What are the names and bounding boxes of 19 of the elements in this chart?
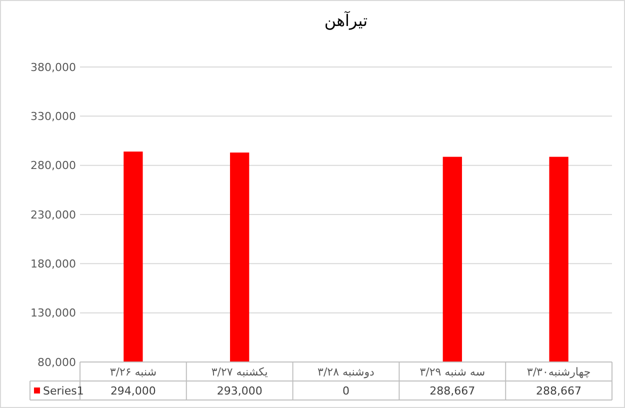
data-label: 293,000: [216, 384, 262, 398]
data-label: 294,000: [110, 384, 156, 398]
data-label: 288,667: [536, 384, 582, 398]
y-tick-label: 180,000: [30, 258, 76, 271]
chart-title: تیرآهن: [324, 10, 368, 30]
y-tick-label: 130,000: [30, 306, 76, 320]
x-tick-label: چهارشنبه۳/۳۰: [526, 365, 591, 378]
x-tick-label: یکشنبه ۳/۲۷: [211, 365, 268, 378]
legend-label: Series1: [43, 384, 84, 398]
x-tick-label: شنبه ۳/۲۶: [110, 365, 157, 378]
y-tick-label: 230,000: [30, 208, 76, 222]
text: 0: [342, 384, 350, 398]
x-tick-label: دوشنبه ۳/۲۸: [318, 365, 375, 378]
y-tick-label: 380,000: [30, 60, 76, 74]
y-tick-label: 280,000: [30, 159, 76, 172]
y-tick-label: 330,000: [30, 110, 76, 124]
x-tick-label: سه شنبه ۳/۲۹: [420, 365, 486, 378]
data-label: 288,667: [430, 384, 476, 398]
y-tick-label: 80,000: [38, 356, 76, 369]
